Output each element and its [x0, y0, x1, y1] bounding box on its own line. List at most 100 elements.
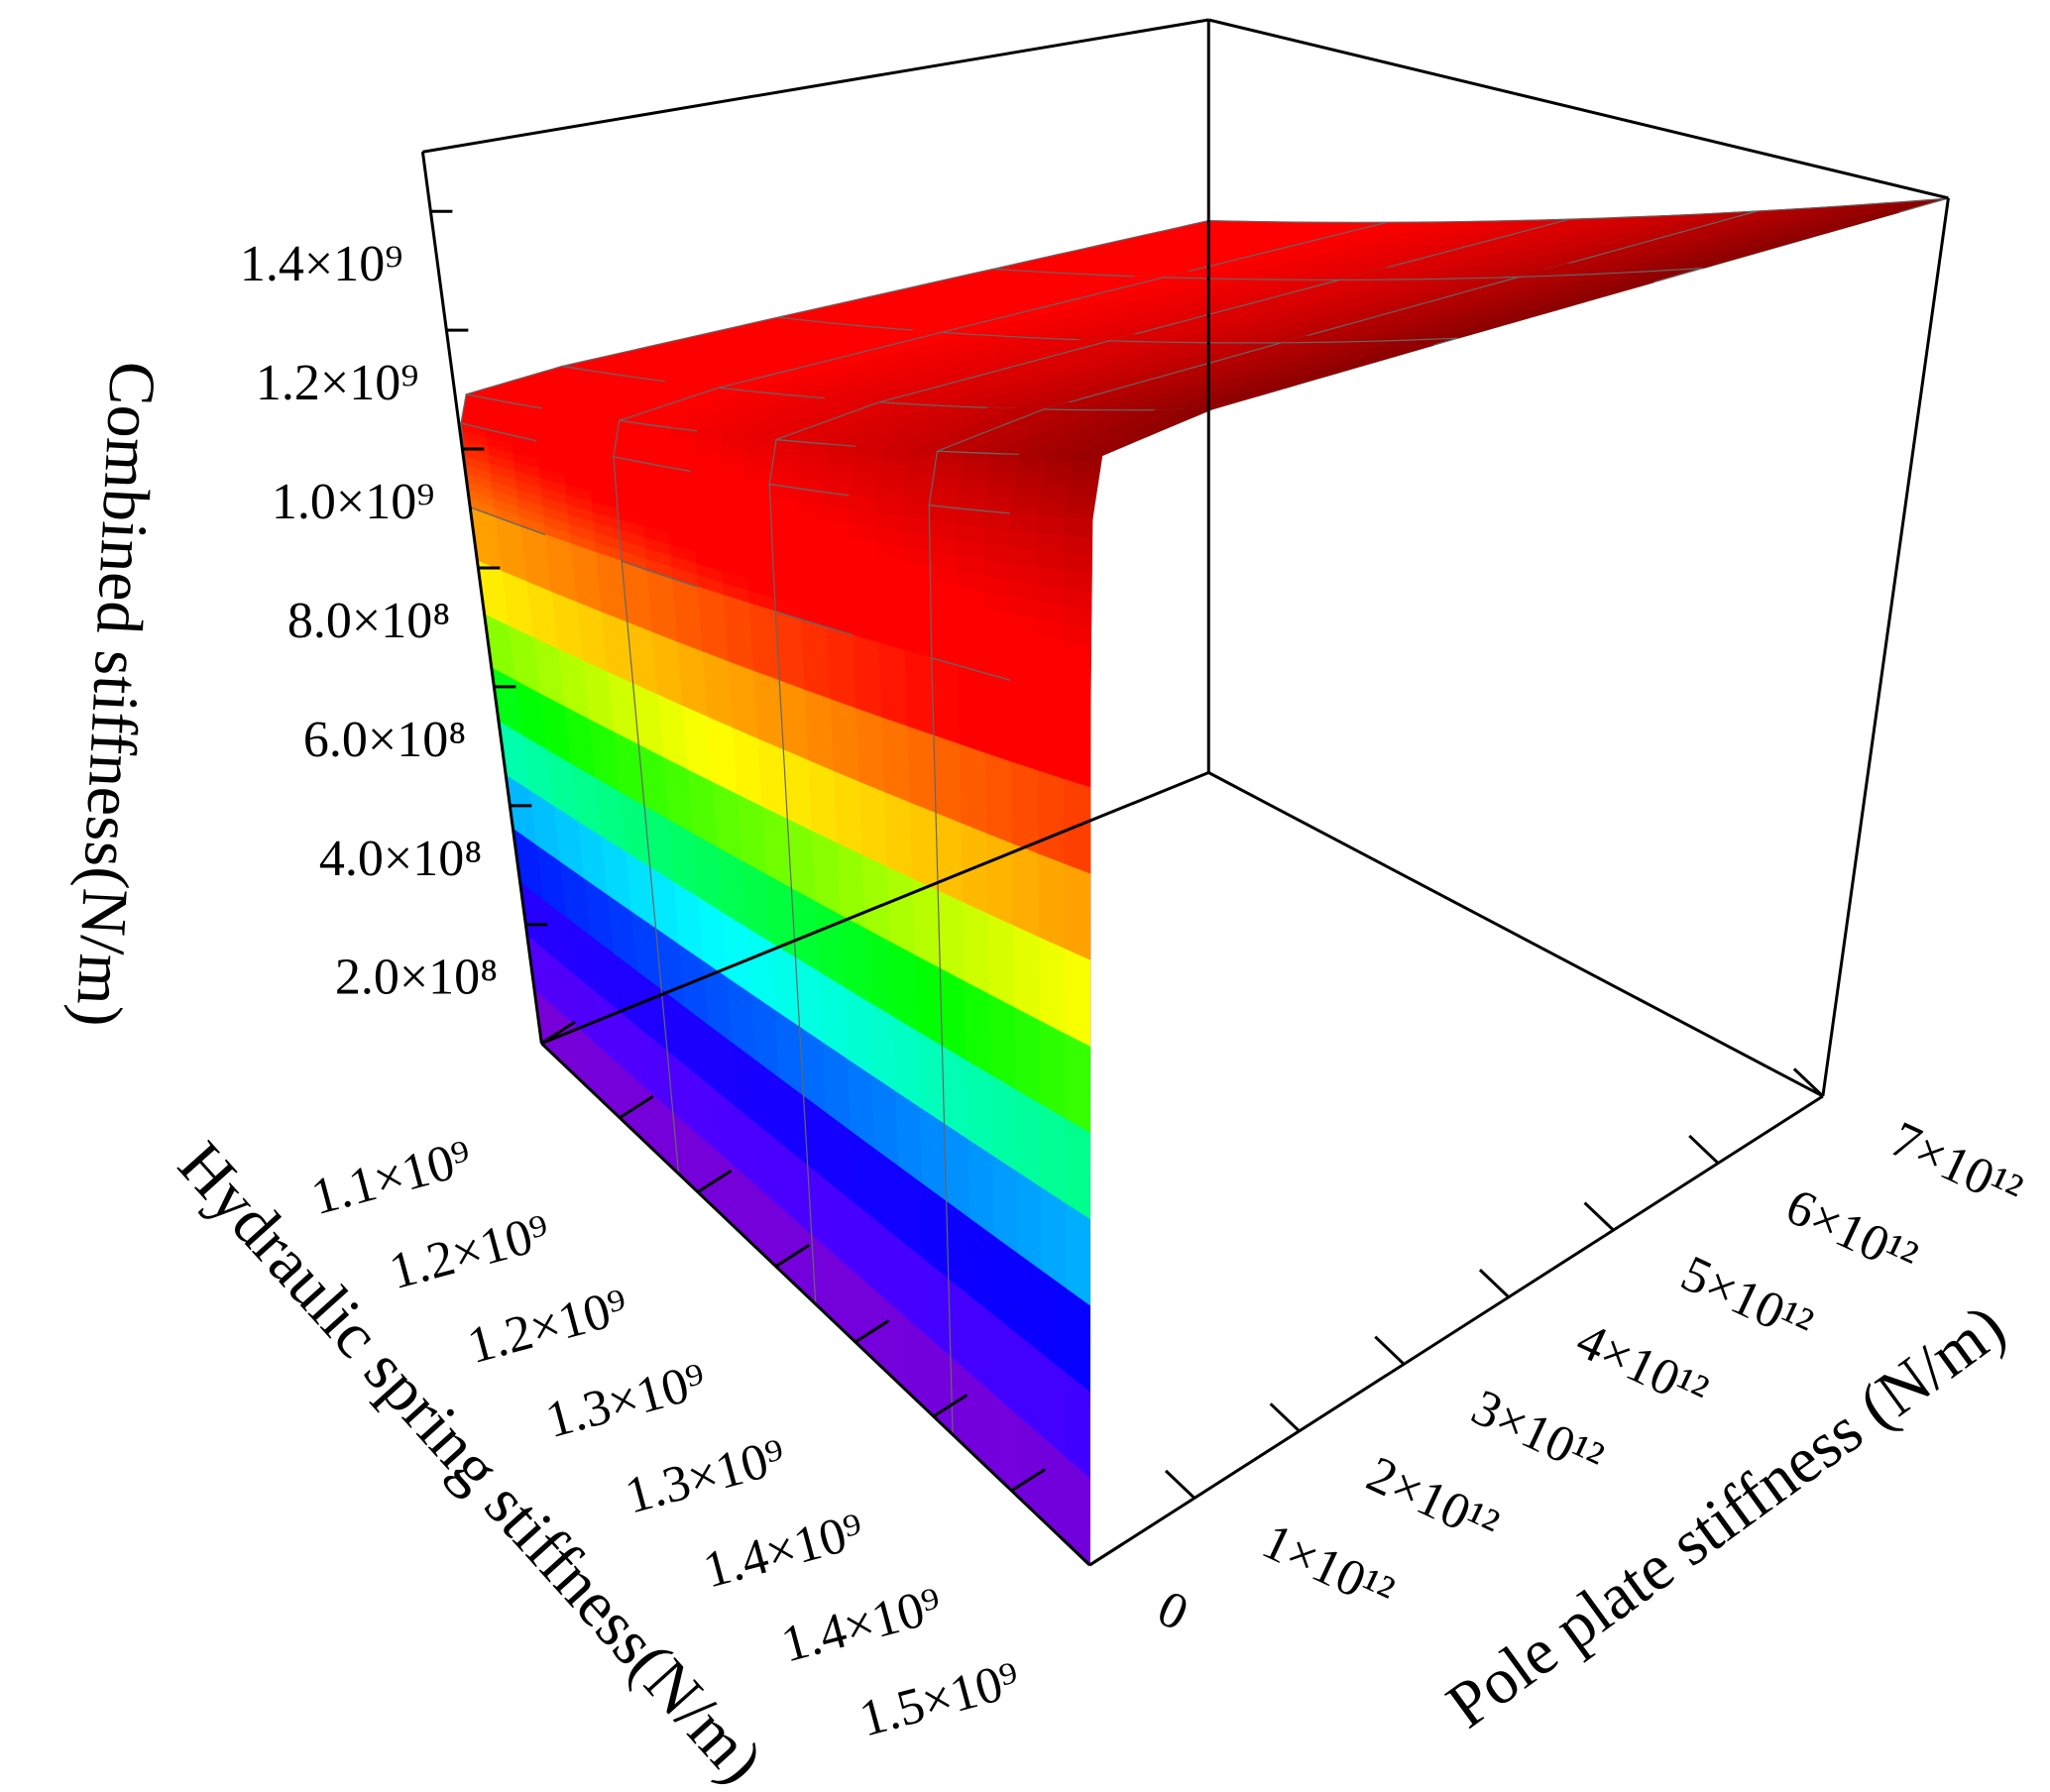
y-tick [1374, 1335, 1406, 1366]
y-tick-label: 3×10¹² [1463, 1379, 1612, 1488]
surface-patch [833, 770, 863, 856]
y-tick [1060, 1536, 1091, 1567]
surface-patch [957, 664, 986, 754]
y-tick [1478, 1269, 1510, 1298]
surface-patch [1064, 948, 1091, 1048]
surface-patch [907, 726, 937, 815]
surface-patch [1038, 937, 1066, 1035]
z-tick-label: 1.4×10⁹ [240, 236, 402, 292]
z-axis [420, 152, 543, 1044]
surface-patch [931, 657, 961, 745]
box-edge [1207, 771, 1824, 1098]
surface-patch [884, 792, 914, 880]
x-tick-label: 1.3×10⁹ [540, 1352, 713, 1449]
x-tick-label: 1.1×10⁹ [305, 1129, 478, 1226]
z-tick-label: 6.0×10⁸ [303, 712, 466, 768]
x-tick-label: 1.4×10⁹ [698, 1503, 870, 1600]
surface-patch [1064, 534, 1093, 557]
surface-patch [989, 994, 1017, 1091]
surface-patch [1038, 853, 1066, 951]
surface-patch [1063, 694, 1091, 789]
x-tick [854, 1319, 890, 1344]
surface-patch [909, 802, 939, 892]
surface-patch [853, 634, 883, 719]
x-tick-label: 1.2×10⁹ [462, 1278, 634, 1375]
surface-patch [1072, 461, 1102, 470]
surface-patch [1040, 1103, 1067, 1205]
x-tick [774, 1243, 811, 1268]
surface-patch [1037, 770, 1066, 865]
surface-patch [855, 708, 886, 794]
z-tick-label: 2.0×10⁸ [335, 950, 498, 1006]
x-tick [932, 1394, 968, 1418]
z-tick-label: 1.2×10⁹ [256, 355, 418, 411]
surface-patch [881, 717, 911, 804]
y-tick-label: 7×10¹² [1882, 1111, 2031, 1220]
surface-patch [1064, 517, 1093, 539]
x-tick [1088, 1542, 1124, 1567]
box-edge [422, 18, 1209, 154]
z-axis-label: Combined stiffness(N/m) [61, 360, 169, 1028]
y-tick-label: 5×10¹² [1672, 1245, 1821, 1354]
surface-patch [987, 913, 1016, 1009]
surface-patch [904, 649, 935, 736]
x-tick-label: 1.2×10⁹ [384, 1203, 556, 1300]
y-tick-label: 1×10¹² [1254, 1512, 1403, 1622]
surface-patch [1039, 1020, 1067, 1120]
y-tick [1269, 1402, 1301, 1432]
y-tick-label: 2×10¹² [1358, 1446, 1507, 1555]
y-tick [1583, 1201, 1615, 1232]
y-tick-label: 6×10¹² [1777, 1178, 1926, 1288]
y-tick [1688, 1134, 1720, 1165]
x-tick-label: 1.5×10⁹ [854, 1651, 1026, 1748]
surface-patch [858, 781, 888, 868]
surface-patch [1014, 1007, 1042, 1106]
y-tick [1164, 1469, 1196, 1500]
box-edge [1821, 197, 1950, 1097]
x-tick-label: 1.4×10⁹ [776, 1577, 949, 1674]
surface-patch [878, 642, 909, 728]
surface-patch [830, 699, 860, 783]
surface-patch [1036, 686, 1065, 780]
x-tick [697, 1169, 733, 1193]
surface-patch [933, 734, 963, 825]
surface-patch [964, 980, 992, 1076]
y-tick-label: 0 [1149, 1580, 1196, 1642]
surface-patch [1065, 1118, 1091, 1221]
surface-patch [963, 902, 991, 996]
surface-patch [748, 603, 780, 682]
surface-patch [1073, 454, 1103, 463]
surface-patch [1064, 1033, 1091, 1134]
x-tick-label: 1.3×10⁹ [620, 1428, 792, 1525]
x-tick [1010, 1468, 1047, 1493]
surface-patch [1015, 1088, 1042, 1189]
box-edge [540, 771, 1209, 1046]
x-axis [540, 1042, 1091, 1567]
surface-patch [959, 743, 988, 835]
surface-patch [1064, 863, 1091, 961]
surface [460, 197, 1949, 1567]
surface-patch [986, 833, 1015, 927]
y-tick-label: 4×10¹² [1568, 1312, 1717, 1421]
surface-patch [800, 618, 832, 701]
z-tick-label: 1.0×10⁹ [272, 474, 434, 530]
surface-patch [1037, 514, 1066, 536]
surface-patch [826, 626, 857, 710]
box-edge [1207, 18, 1949, 200]
z-tick-label: 4.0×10⁸ [319, 831, 482, 887]
y-axis-label: Pole plate stiffness (N/m) [1434, 1290, 2018, 1742]
surface-patch [1010, 679, 1039, 772]
surface-patch [984, 752, 1014, 845]
surface-patch [937, 890, 966, 983]
surface-patch [935, 812, 965, 904]
surface-patch [1012, 843, 1040, 939]
x-tick [540, 1020, 576, 1045]
surface-patch [1009, 512, 1039, 534]
surface-patch [1011, 761, 1040, 855]
z-tick-label: 8.0×10⁸ [287, 593, 450, 649]
y-tick [1792, 1067, 1824, 1098]
surface-patch [886, 866, 916, 956]
surface-patch [804, 689, 835, 773]
